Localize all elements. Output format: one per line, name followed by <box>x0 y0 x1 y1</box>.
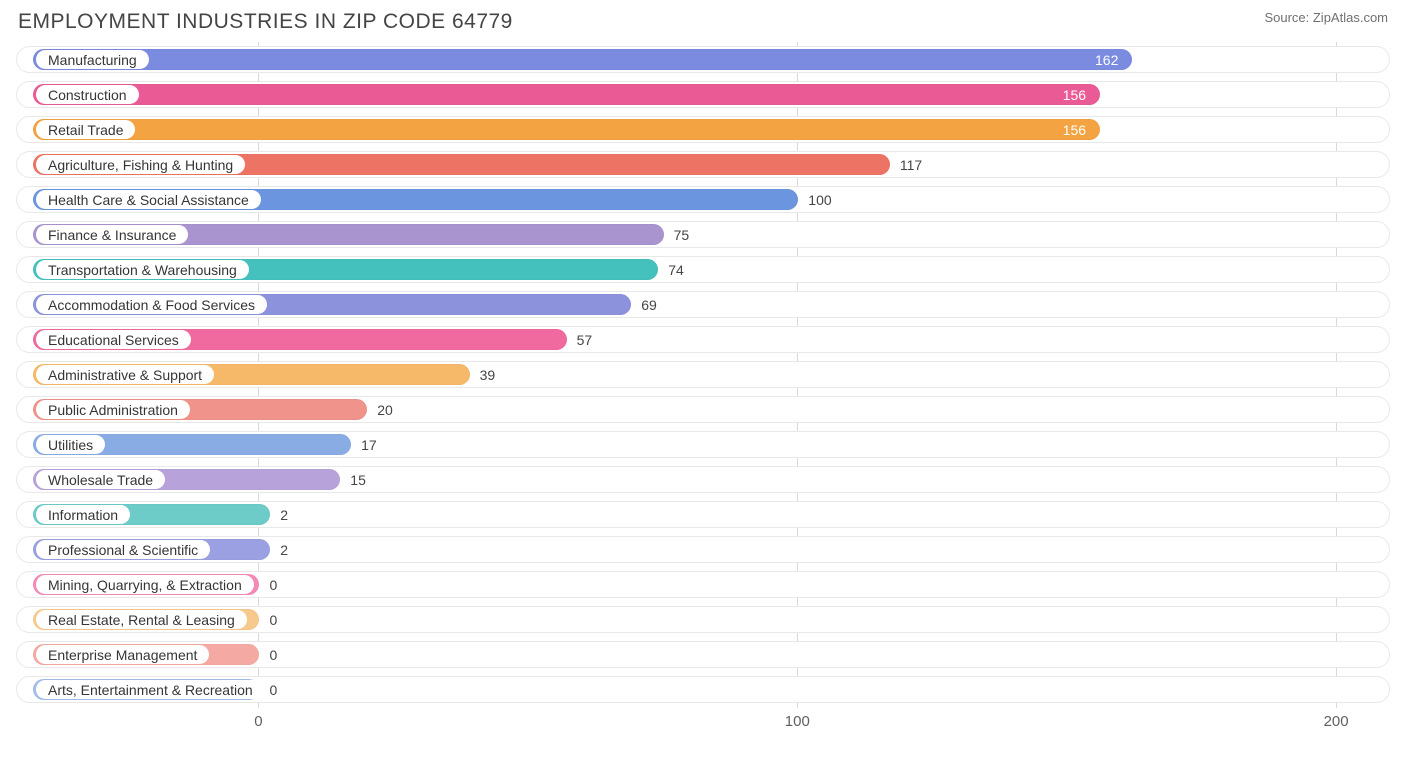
bar-track: Public Administration 20 <box>16 396 1390 423</box>
bar-track: Information 2 <box>16 501 1390 528</box>
bar-track: Agriculture, Fishing & Hunting 117 <box>16 151 1390 178</box>
bar-value: 156 <box>1063 87 1086 103</box>
bar-value: 17 <box>361 437 377 453</box>
x-tick: 0 <box>254 713 262 730</box>
bar-track: Real Estate, Rental & Leasing 0 <box>16 606 1390 633</box>
bar-value: 162 <box>1095 52 1118 68</box>
bar-track: Enterprise Management 0 <box>16 641 1390 668</box>
bar-value: 156 <box>1063 122 1086 138</box>
bar-value: 75 <box>674 227 690 243</box>
bar-row: Enterprise Management 0 <box>16 637 1390 672</box>
bar-label: Professional & Scientific <box>36 540 210 559</box>
bar-label: Enterprise Management <box>36 645 209 664</box>
bar-track: Finance & Insurance 75 <box>16 221 1390 248</box>
chart-header: EMPLOYMENT INDUSTRIES IN ZIP CODE 64779 … <box>0 0 1406 38</box>
bar-label: Information <box>36 505 130 524</box>
bar-track: Retail Trade 156 <box>16 116 1390 143</box>
bar-track: Health Care & Social Assistance 100 <box>16 186 1390 213</box>
bar-row: Information 2 <box>16 497 1390 532</box>
bar-track: Utilities 17 <box>16 431 1390 458</box>
bar-track: Administrative & Support 39 <box>16 361 1390 388</box>
bar-label: Real Estate, Rental & Leasing <box>36 610 247 629</box>
chart-source: Source: ZipAtlas.com <box>1264 10 1388 25</box>
bar-track: Professional & Scientific 2 <box>16 536 1390 563</box>
bar-row: Utilities 17 <box>16 427 1390 462</box>
bar-fill <box>33 119 1100 140</box>
bar-label: Transportation & Warehousing <box>36 260 249 279</box>
bar-value: 100 <box>808 192 831 208</box>
x-tick: 200 <box>1324 713 1349 730</box>
bar-track: Wholesale Trade 15 <box>16 466 1390 493</box>
bar-row: Professional & Scientific 2 <box>16 532 1390 567</box>
bar-row: Retail Trade 156 <box>16 112 1390 147</box>
bar-row: Finance & Insurance 75 <box>16 217 1390 252</box>
chart-title: EMPLOYMENT INDUSTRIES IN ZIP CODE 64779 <box>18 10 513 34</box>
bar-row: Administrative & Support 39 <box>16 357 1390 392</box>
bar-label: Mining, Quarrying, & Extraction <box>36 575 254 594</box>
bar-label: Accommodation & Food Services <box>36 295 267 314</box>
bar-value: 117 <box>900 157 922 173</box>
bar-value: 0 <box>269 647 277 663</box>
x-tick: 100 <box>785 713 810 730</box>
bar-value: 15 <box>350 472 366 488</box>
bar-row: Arts, Entertainment & Recreation0 <box>16 672 1390 707</box>
bar-track: Mining, Quarrying, & Extraction 0 <box>16 571 1390 598</box>
bar-row: Wholesale Trade 15 <box>16 462 1390 497</box>
bar-row: Manufacturing 162 <box>16 42 1390 77</box>
bar-label: Wholesale Trade <box>36 470 165 489</box>
bar-value: 2 <box>280 542 288 558</box>
bar-label: Public Administration <box>36 400 190 419</box>
bar-label: Retail Trade <box>36 120 135 139</box>
bar-value: 39 <box>480 367 496 383</box>
bar-label: Educational Services <box>36 330 191 349</box>
bar-track: Construction 156 <box>16 81 1390 108</box>
bar-row: Health Care & Social Assistance 100 <box>16 182 1390 217</box>
bar-value: 0 <box>269 682 277 698</box>
chart-plot: Manufacturing162Construction156Retail Tr… <box>16 42 1390 742</box>
bar-track: Manufacturing 162 <box>16 46 1390 73</box>
bar-value: 69 <box>641 297 657 313</box>
bar-label: Utilities <box>36 435 105 454</box>
bar-row: Accommodation & Food Services 69 <box>16 287 1390 322</box>
bar-track: Educational Services 57 <box>16 326 1390 353</box>
bar-track: Accommodation & Food Services 69 <box>16 291 1390 318</box>
bar-label: Agriculture, Fishing & Hunting <box>36 155 245 174</box>
bar-label: Health Care & Social Assistance <box>36 190 261 209</box>
bar-row: Construction 156 <box>16 77 1390 112</box>
bar-row: Real Estate, Rental & Leasing 0 <box>16 602 1390 637</box>
bar-row: Mining, Quarrying, & Extraction 0 <box>16 567 1390 602</box>
bar-track: Arts, Entertainment & Recreation0 <box>16 676 1390 703</box>
bar-label: Manufacturing <box>36 50 149 69</box>
bar-fill <box>33 84 1100 105</box>
bar-track: Transportation & Warehousing 74 <box>16 256 1390 283</box>
bar-label: Construction <box>36 85 139 104</box>
bar-value: 74 <box>668 262 684 278</box>
bar-value: 20 <box>377 402 393 418</box>
chart-area: Manufacturing162Construction156Retail Tr… <box>0 38 1406 742</box>
bar-row: Educational Services 57 <box>16 322 1390 357</box>
bar-value: 0 <box>269 612 277 628</box>
bar-value: 0 <box>269 577 277 593</box>
bar-value: 57 <box>577 332 593 348</box>
bar-label: Administrative & Support <box>36 365 214 384</box>
x-axis: 0 100 200 <box>16 709 1390 739</box>
bar-label: Finance & Insurance <box>36 225 188 244</box>
bar-fill <box>33 49 1132 70</box>
bar-row: Public Administration 20 <box>16 392 1390 427</box>
bar-value: 2 <box>280 507 288 523</box>
bar-label: Arts, Entertainment & Recreation <box>36 680 265 699</box>
bar-row: Transportation & Warehousing 74 <box>16 252 1390 287</box>
bar-row: Agriculture, Fishing & Hunting 117 <box>16 147 1390 182</box>
